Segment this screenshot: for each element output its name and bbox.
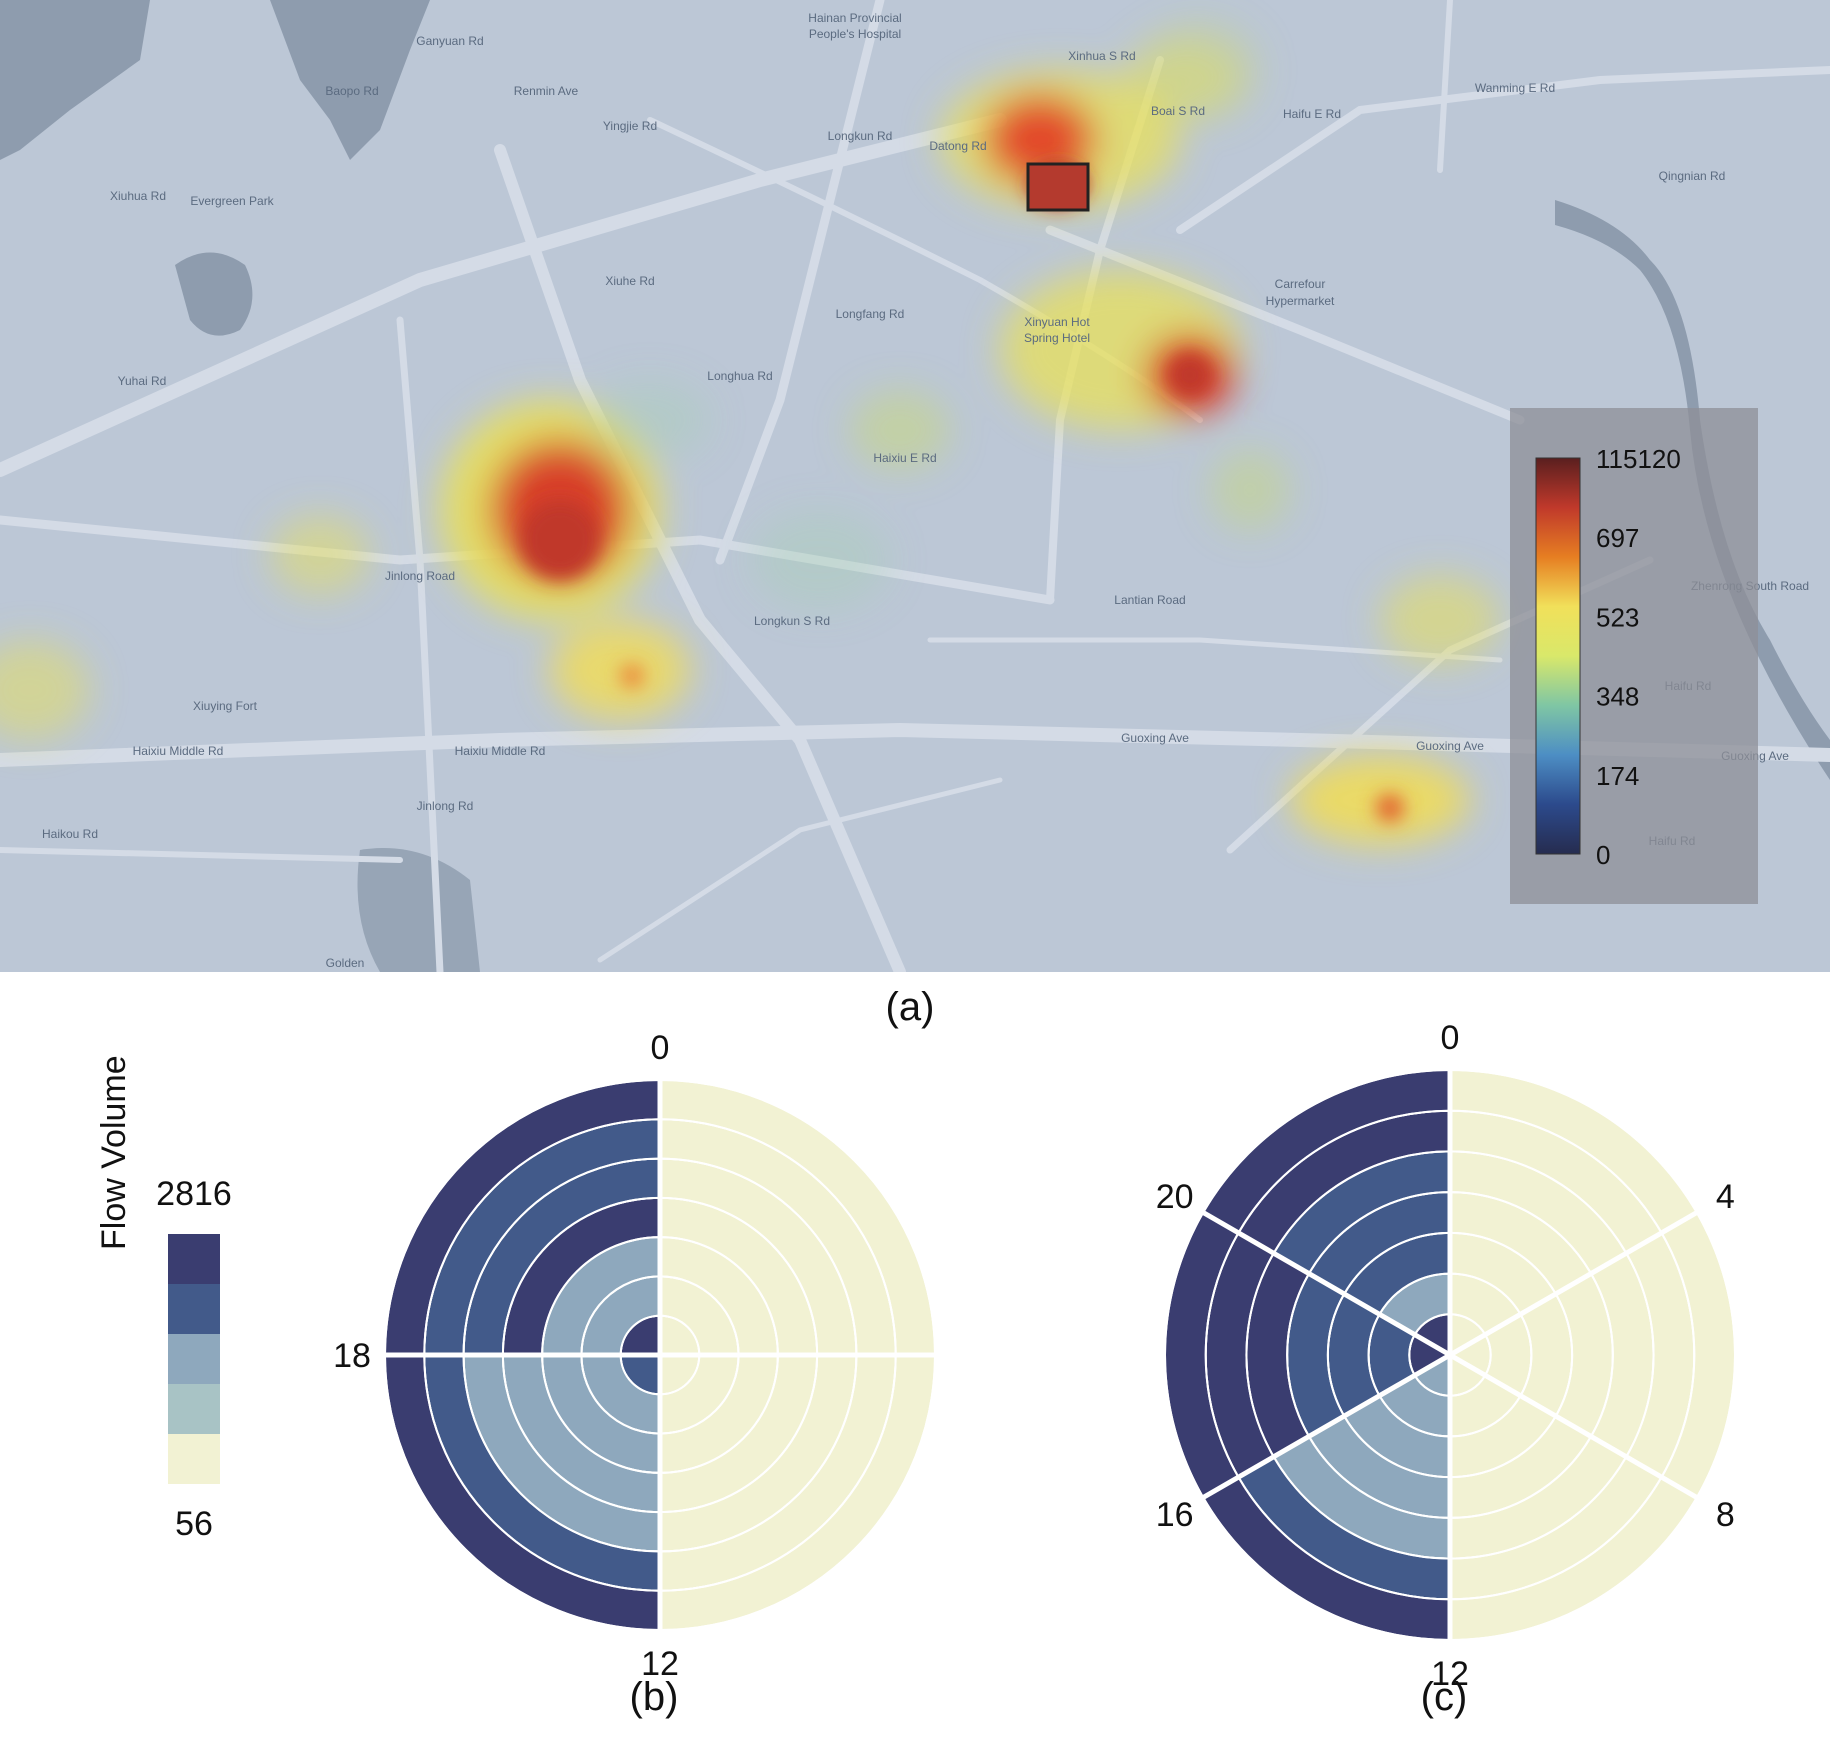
map-label: Yingjie Rd xyxy=(603,119,657,133)
colorbar-ticks: 115120 697 523 348 174 0 xyxy=(1596,444,1681,870)
polar-chart-b: 0 6 12 18 xyxy=(333,1029,960,1683)
legend-swatch xyxy=(168,1284,220,1334)
map-label: Xiuying Fort xyxy=(193,699,258,713)
map-label: Haifu E Rd xyxy=(1283,107,1341,121)
panel-label-c: (c) xyxy=(1420,1675,1468,1719)
polar-angle-label: 16 xyxy=(1156,1496,1194,1534)
panel-label-a: (a) xyxy=(885,985,935,1029)
polar-divider xyxy=(1195,1352,1452,1504)
map-panel: Hainan Provincial People's Hospital Ganyua… xyxy=(0,0,1830,972)
colorbar-tick-label: 348 xyxy=(1596,682,1639,712)
legend-max-label: 2816 xyxy=(156,1175,232,1213)
map-label: Carrefour xyxy=(1275,277,1326,291)
map-label: Xinyuan Hot xyxy=(1024,315,1090,329)
map-label: Xiuhe Rd xyxy=(605,274,654,288)
legend-swatch xyxy=(168,1384,220,1434)
map-label: Xiuhua Rd xyxy=(110,189,166,203)
legend-swatch xyxy=(168,1234,220,1284)
colorbar-tick-label: 174 xyxy=(1596,761,1639,791)
polar-angle-label: 12 xyxy=(1431,1655,1469,1693)
map-label: Baopo Rd xyxy=(325,84,378,98)
polar-angle-label: 4 xyxy=(1716,1178,1735,1216)
polar-angle-label: 12 xyxy=(641,1645,679,1683)
river xyxy=(1555,200,1830,780)
map-label: Hypermarket xyxy=(1266,294,1335,308)
map-label: Boai S Rd xyxy=(1151,104,1205,118)
map-label: Jinlong Road xyxy=(385,569,455,583)
polar-angle-label: 8 xyxy=(1716,1496,1735,1534)
colorbar-tick-label: 115120 xyxy=(1596,444,1681,474)
legend-swatch xyxy=(168,1334,220,1384)
map-label: Haixiu Middle Rd xyxy=(455,744,546,758)
map-label: Qingnian Rd xyxy=(1659,169,1726,183)
selected-area-box[interactable] xyxy=(1026,162,1090,212)
lake xyxy=(357,848,480,972)
map-label: Lantian Road xyxy=(1114,593,1185,607)
map-label: Haikou Rd xyxy=(42,827,98,841)
map-label: Xinhua S Rd xyxy=(1068,49,1135,63)
map-label: Longhua Rd xyxy=(707,369,772,383)
map-label: Wanming E Rd xyxy=(1475,81,1555,95)
polar-angle-label: 20 xyxy=(1156,1178,1194,1216)
water-area xyxy=(0,0,150,160)
map-label: Longkun S Rd xyxy=(754,614,830,628)
water-area xyxy=(270,0,430,160)
map-label: Evergreen Park xyxy=(190,194,274,208)
colorbar-tick-label: 697 xyxy=(1596,523,1639,553)
map-label: Yuhai Rd xyxy=(118,374,167,388)
polar-chart-c: 0 4 8 12 16 20 xyxy=(1156,1020,1736,1693)
flow-volume-legend-title: Flow Volume xyxy=(95,1055,133,1250)
map-heatmap: Hainan Provincial People's Hospital Ganyua… xyxy=(0,0,1830,972)
colorbar-tick-label: 523 xyxy=(1596,602,1639,632)
polar-angle-label: 6 xyxy=(959,1337,960,1375)
map-label: Longfang Rd xyxy=(836,307,905,321)
polar-angle-label: 0 xyxy=(651,1029,670,1067)
map-label: Spring Hotel xyxy=(1024,331,1090,345)
map-label: Longkun Rd xyxy=(828,129,893,143)
map-label: Guoxing Ave xyxy=(1121,731,1189,745)
map-label: Guoxing Ave xyxy=(1416,739,1484,753)
map-label: People's Hospital xyxy=(809,27,901,41)
map-label: Haixiu Middle Rd xyxy=(133,744,224,758)
map-label: Jinlong Rd xyxy=(417,799,474,813)
polar-divider xyxy=(1448,1206,1705,1358)
legend-swatch xyxy=(168,1434,220,1484)
polar-divider xyxy=(1195,1206,1452,1358)
colorbar xyxy=(1535,457,1581,855)
panel-label-b: (b) xyxy=(629,1675,679,1719)
polar-divider xyxy=(1448,1352,1705,1504)
map-label: Golden xyxy=(326,956,365,970)
polar-angle-label: 0 xyxy=(1441,1020,1460,1057)
map-label: Ganyuan Rd xyxy=(416,34,483,48)
polar-angle-label: 18 xyxy=(333,1337,371,1375)
map-label: Hainan Provincial xyxy=(808,11,901,25)
map-label: Haixiu E Rd xyxy=(873,451,936,465)
map-label: Renmin Ave xyxy=(514,84,579,98)
lake xyxy=(175,252,253,336)
map-label: Datong Rd xyxy=(929,139,986,153)
legend-min-label: 56 xyxy=(175,1505,213,1543)
colorbar-tick-label: 0 xyxy=(1596,840,1610,870)
